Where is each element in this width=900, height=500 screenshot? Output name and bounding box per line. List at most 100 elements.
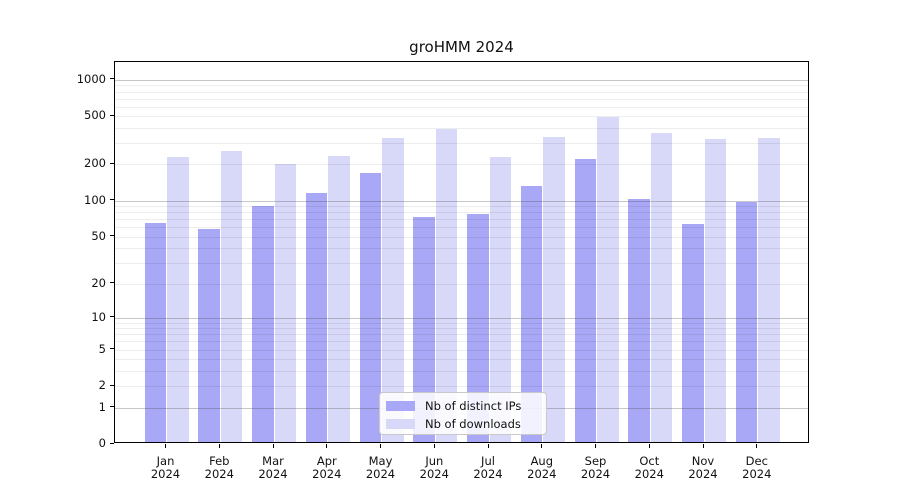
bar-nb-of-distinct-ips-6: [467, 213, 489, 442]
legend-swatch: [386, 419, 415, 429]
x-tick-mark: [487, 444, 489, 448]
bar-nb-of-distinct-ips-10: [682, 223, 704, 442]
bar-nb-of-distinct-ips-8: [574, 158, 596, 442]
x-tick-label: Feb 2024: [204, 454, 234, 481]
legend-label: Nb of downloads: [425, 417, 521, 431]
legend-swatch: [386, 401, 415, 411]
gridline-minor: [115, 248, 808, 250]
y-tick-label: 0: [98, 436, 106, 450]
gridline-minor: [115, 106, 808, 108]
bar-nb-of-downloads-7: [543, 136, 565, 442]
gridline-minor: [115, 206, 808, 208]
y-tick-label: 5: [98, 341, 106, 356]
y-tick-label: 100: [84, 192, 106, 207]
bar-nb-of-downloads-1: [220, 151, 243, 442]
bar-nb-of-downloads-11: [758, 137, 780, 442]
bar-nb-of-downloads-9: [650, 133, 673, 442]
gridline-minor: [115, 283, 808, 285]
y-tick-label: 2: [98, 378, 106, 393]
y-tick-mark: [110, 282, 114, 283]
gridline-minor: [115, 227, 808, 229]
gridline-minor: [115, 164, 808, 166]
y-tick-label: 20: [91, 275, 106, 290]
gridline-minor: [115, 85, 808, 87]
gridline-minor: [115, 143, 808, 145]
gridline-minor: [115, 98, 808, 100]
x-tick-mark: [218, 444, 220, 448]
legend-item-downloads: Nb of downloads: [386, 416, 540, 432]
y-tick-mark: [110, 162, 114, 164]
x-tick-label: Sep 2024: [580, 454, 611, 481]
chart-title: groHMM 2024: [409, 38, 514, 56]
bar-nb-of-distinct-ips-9: [628, 198, 650, 442]
x-tick-label: Mar 2024: [258, 454, 288, 481]
bar-nb-of-distinct-ips-7: [520, 186, 543, 442]
gridline-minor: [115, 349, 808, 351]
plot-area: [114, 61, 809, 443]
gridline-minor: [115, 262, 808, 264]
bar-nb-of-distinct-ips-5: [413, 217, 435, 442]
x-tick-label: Jun 2024: [419, 454, 449, 481]
grid-layer: [115, 62, 808, 442]
x-tick-mark: [326, 444, 328, 448]
y-tick-mark: [110, 348, 114, 349]
y-tick-mark: [110, 406, 114, 407]
gridline-major: [115, 79, 808, 81]
y-tick-label: 10: [91, 309, 106, 324]
y-tick-mark: [110, 199, 114, 201]
y-tick-mark: [110, 235, 114, 237]
gridline-minor: [115, 359, 808, 361]
bar-nb-of-downloads-6: [489, 156, 511, 442]
legend-label: Nb of distinct IPs: [425, 399, 522, 413]
x-tick-label: Jul 2024: [473, 454, 503, 481]
bar-nb-of-downloads-3: [328, 155, 350, 442]
bar-nb-of-distinct-ips-2: [252, 205, 274, 442]
bar-nb-of-distinct-ips-4: [359, 173, 381, 442]
bar-nb-of-distinct-ips-11: [735, 201, 758, 442]
x-tick-mark: [756, 444, 758, 448]
gridline-minor: [115, 328, 808, 330]
gridline-minor: [115, 91, 808, 93]
y-tick-mark: [110, 114, 114, 116]
bar-nb-of-distinct-ips-3: [305, 192, 328, 442]
x-tick-mark: [433, 444, 435, 448]
gridline-minor: [115, 334, 808, 336]
y-tick-mark: [110, 316, 114, 318]
y-tick-label: 500: [84, 108, 106, 123]
gridline-major: [115, 200, 808, 202]
x-tick-mark: [380, 444, 381, 448]
x-tick-label: Aug 2024: [527, 454, 557, 481]
y-tick-mark: [110, 78, 114, 80]
bar-nb-of-downloads-0: [167, 157, 189, 442]
bar-nb-of-downloads-5: [435, 128, 458, 442]
bar-nb-of-distinct-ips-1: [198, 228, 220, 442]
x-tick-mark: [702, 444, 704, 448]
y-tick-label: 200: [84, 156, 106, 171]
x-tick-label: Dec 2024: [742, 454, 772, 481]
x-tick-label: Apr 2024: [312, 454, 342, 481]
x-tick-mark: [648, 444, 650, 448]
y-tick-label: 50: [91, 228, 106, 243]
legend: Nb of distinct IPs Nb of downloads: [379, 392, 547, 435]
y-tick-mark: [110, 384, 114, 386]
x-tick-label: Nov 2024: [688, 454, 718, 481]
bar-nb-of-downloads-8: [597, 117, 619, 442]
gridline-major: [115, 317, 808, 319]
legend-item-distinct-ips: Nb of distinct IPs: [386, 398, 540, 414]
gridline-minor: [115, 116, 808, 118]
gridline-minor: [115, 219, 808, 221]
gridline-minor: [115, 341, 808, 343]
gridline-minor: [115, 322, 808, 324]
gridline-minor: [115, 236, 808, 238]
x-tick-mark: [272, 444, 274, 448]
bar-nb-of-downloads-10: [704, 139, 726, 442]
x-tick-mark: [165, 444, 166, 448]
bar-nb-of-downloads-2: [274, 163, 296, 442]
x-tick-label: May 2024: [365, 454, 396, 481]
bar-nb-of-downloads-4: [382, 137, 404, 442]
x-tick-mark: [595, 444, 596, 448]
x-tick-label: Jan 2024: [150, 454, 181, 481]
y-tick-label: 1: [98, 399, 106, 414]
x-tick-label: Oct 2024: [634, 454, 664, 481]
